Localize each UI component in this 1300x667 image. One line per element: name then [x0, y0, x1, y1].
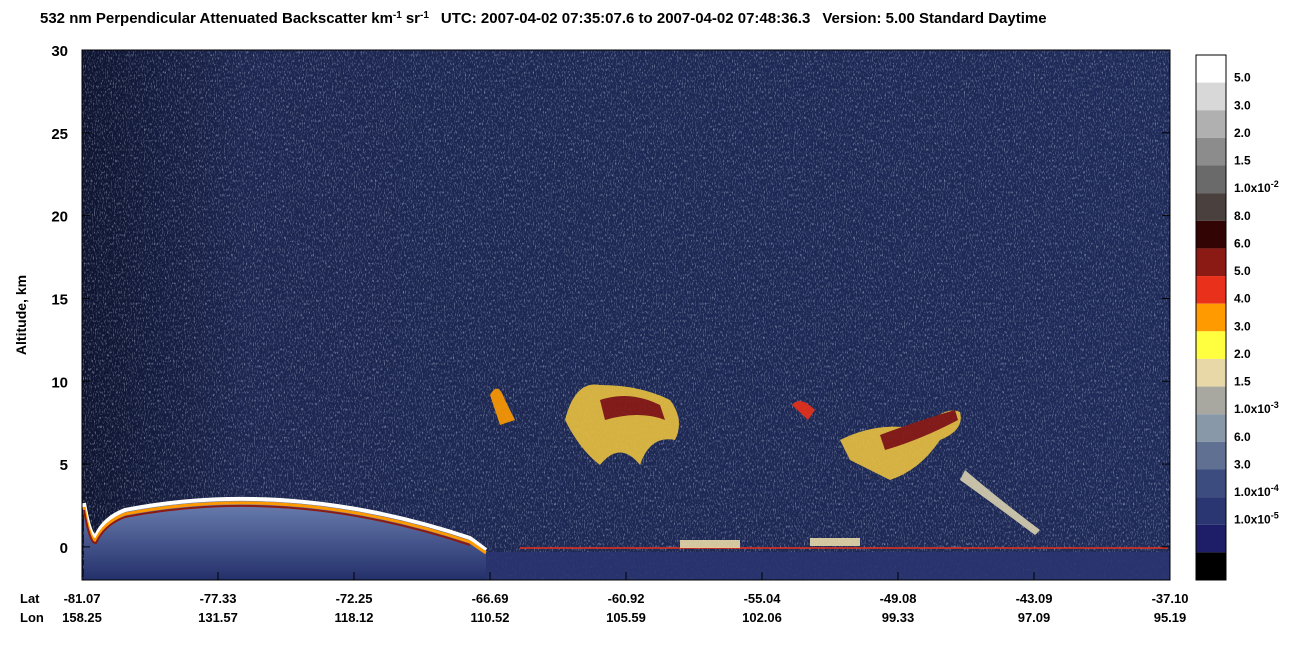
- title-part: UTC: 2007-04-02 07:35:07.6 to 2007-04-02…: [441, 10, 810, 27]
- colorbar-label: 5.0: [1234, 264, 1251, 278]
- backscatter-image: [82, 50, 1170, 580]
- colorbar-swatch: [1196, 165, 1226, 194]
- colorbar-label-mantissa: 1.0x10: [1234, 181, 1271, 195]
- title-superscript: -1: [420, 10, 429, 21]
- colorbar-label-exponent: -5: [1271, 511, 1279, 521]
- colorbar-label-exponent: -3: [1271, 400, 1279, 410]
- colorbar-label: 1.0x10-4: [1234, 483, 1279, 499]
- colorbar-swatch: [1196, 414, 1226, 442]
- colorbar-swatch: [1196, 137, 1226, 166]
- colorbar-label: 1.0x10-2: [1234, 179, 1279, 195]
- lon-label: 118.12: [334, 610, 373, 625]
- y-tick-label: 30: [51, 43, 68, 60]
- lon-label: 110.52: [470, 610, 509, 625]
- colorbar-swatch: [1196, 441, 1226, 470]
- lon-label: 131.57: [198, 610, 238, 625]
- colorbar-label: 1.5: [1234, 154, 1251, 168]
- title-superscript: -1: [393, 10, 402, 21]
- colorbar-swatch: [1196, 248, 1226, 277]
- colorbar-label: 6.0: [1234, 236, 1251, 250]
- lat-label: -72.25: [336, 591, 373, 606]
- colorbar-label: 1.0x10-3: [1234, 400, 1279, 416]
- lon-label: 99.33: [882, 610, 915, 625]
- lat-label: -43.09: [1016, 591, 1053, 606]
- colorbar-label: 1.5: [1234, 375, 1251, 389]
- y-tick-label: 20: [51, 209, 68, 226]
- colorbar-label: 3.0: [1234, 457, 1251, 471]
- colorbar-label: 3.0: [1234, 319, 1251, 333]
- colorbar-swatch: [1196, 386, 1226, 415]
- chart-title: 532 nm Perpendicular Attenuated Backscat…: [40, 10, 1047, 28]
- lat-label: -81.07: [64, 591, 101, 606]
- colorbar-label: 2.0: [1234, 347, 1251, 361]
- y-tick-label: 10: [51, 374, 68, 391]
- colorbar-label-mantissa: 1.0x10: [1234, 513, 1271, 527]
- lon-label: 105.59: [606, 610, 646, 625]
- y-tick-label: 25: [51, 126, 68, 143]
- colorbar-label: 6.0: [1234, 430, 1251, 444]
- colorbar-swatch: [1196, 524, 1226, 553]
- colorbar-label: 3.0: [1234, 98, 1251, 112]
- lat-label: -37.10: [1152, 591, 1189, 606]
- colorbar-label: 5.0: [1234, 71, 1251, 85]
- colorbar-swatch: [1196, 220, 1226, 249]
- colorbar-label-mantissa: 1.0x10: [1234, 485, 1271, 499]
- y-axis-label: Altitude, km: [13, 275, 29, 355]
- colorbar-swatch: [1196, 303, 1226, 332]
- colorbar-swatch: [1196, 358, 1226, 387]
- colorbar-swatch: [1196, 497, 1226, 525]
- colorbar-label: 2.0: [1234, 126, 1251, 140]
- colorbar-label-exponent: -2: [1271, 179, 1279, 189]
- colorbar-swatch: [1196, 193, 1226, 221]
- colorbar-label-mantissa: 1.0x10: [1234, 402, 1271, 416]
- lat-label: -49.08: [880, 591, 917, 606]
- colorbar-label: 1.0x10-5: [1234, 511, 1279, 527]
- lon-label: 102.06: [742, 610, 782, 625]
- colorbar-label-exponent: -4: [1271, 483, 1279, 493]
- y-tick-label: 5: [60, 457, 68, 474]
- title-part: sr: [406, 10, 420, 27]
- title-part: Version: 5.00 Standard Daytime: [822, 10, 1046, 27]
- lat-label: -60.92: [608, 591, 645, 606]
- colorbar-swatch: [1196, 331, 1226, 359]
- lat-label: -66.69: [472, 591, 509, 606]
- lon-row-label: Lon: [20, 610, 44, 625]
- title-part: 532 nm Perpendicular Attenuated Backscat…: [40, 10, 393, 27]
- colorbar-swatch: [1196, 469, 1226, 498]
- colorbar-swatch: [1196, 110, 1226, 138]
- lon-label: 97.09: [1018, 610, 1051, 625]
- lon-label: 158.25: [62, 610, 102, 625]
- colorbar-frame: [1195, 54, 1227, 581]
- colorbar-swatch: [1196, 82, 1226, 111]
- lat-label: -77.33: [200, 591, 237, 606]
- colorbar-label: 8.0: [1234, 209, 1251, 223]
- lat-row-label: Lat: [20, 591, 40, 606]
- lat-label: -55.04: [744, 591, 782, 606]
- colorbar-swatch: [1196, 276, 1226, 304]
- y-tick-label: 15: [51, 291, 68, 308]
- colorbar-swatch: [1196, 552, 1226, 580]
- colorbar-label: 4.0: [1234, 292, 1251, 306]
- y-tick-label: 0: [60, 540, 68, 557]
- lon-label: 95.19: [1154, 610, 1187, 625]
- colorbar-swatch: [1196, 55, 1226, 83]
